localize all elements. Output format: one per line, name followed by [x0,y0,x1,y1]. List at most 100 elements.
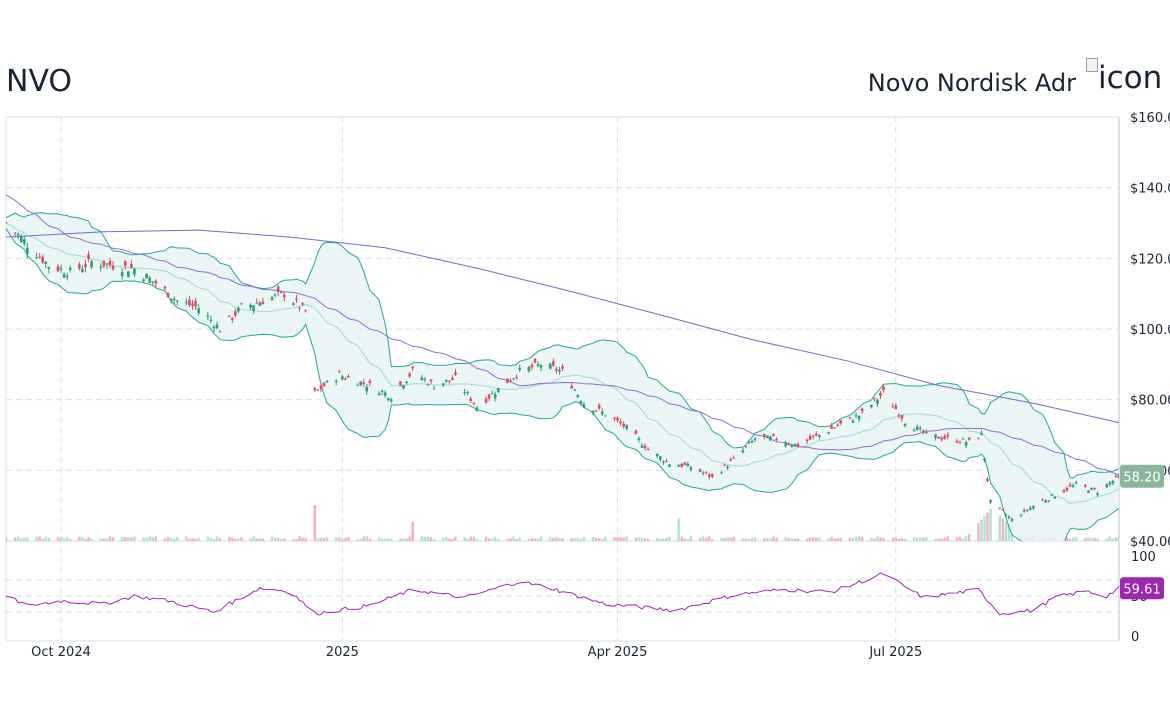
candle-body [763,433,766,438]
candle-body [429,379,433,382]
candle-body [536,363,540,366]
candle-body [35,257,38,259]
volume-bar [102,538,106,541]
candle-body [209,319,213,321]
candle-body [925,431,928,433]
logo-alt-text: icon [1098,60,1163,96]
candle-body [616,417,619,421]
volume-bar [69,538,72,541]
candle-body [643,445,647,449]
candle-body [84,263,87,268]
volume-bar [206,536,210,541]
volume-bar [237,538,240,541]
volume-bar [873,538,876,541]
rsi-tick-label: 100 [1131,550,1156,565]
price-tick-label: $120.00 [1130,252,1170,267]
candle-body [218,331,222,333]
candle-body [665,460,668,462]
candle-body [469,398,473,401]
candle-body [105,263,109,265]
candle-body [576,395,580,398]
candle-body [1105,484,1109,488]
candle-body [44,261,48,265]
candle-body [319,385,323,390]
candle-body [1087,490,1090,493]
volume-bar [561,538,564,541]
candle-body [784,442,788,447]
candle-body [298,307,301,309]
volume-bar [732,536,735,541]
volume-bar [1090,538,1093,541]
candle-body [604,415,607,417]
candle-body [515,376,518,378]
candle-body [191,303,194,306]
volume-bar [851,537,855,541]
candle-body [276,286,280,292]
candle-body [169,298,173,301]
candle-body [148,277,152,283]
volume-bar [698,538,702,541]
candle-body [295,298,298,300]
volume-bar [1096,538,1099,541]
volume-bar [1007,523,1011,541]
candle-body [215,324,219,329]
volume-bar [295,538,298,541]
candle-body [704,471,708,473]
candle-body [1044,500,1047,503]
candle-body [325,380,329,383]
volume-bar [570,538,573,541]
candle-body [766,435,769,438]
candle-body [912,430,916,432]
candle-body [619,421,622,424]
bollinger-middle-line [6,222,1119,504]
volume-bar [552,537,555,541]
volume-bar [405,538,408,541]
volume-bar [512,536,515,541]
candle-body [597,404,601,409]
volume-bar [228,536,231,541]
volume-bar [1004,521,1008,541]
volume-bar [133,536,136,541]
candle-body [316,389,320,391]
candle-body [848,416,852,418]
volume-bar [124,536,127,541]
volume-bar [249,538,252,541]
volume-bar [897,538,901,541]
candle-body [454,372,457,375]
candle-body [270,297,274,300]
volume-bar [827,538,830,541]
candle-body [475,407,479,411]
volume-bar [408,536,411,541]
volume-bar [365,536,369,541]
candle-body [38,256,41,258]
time-tick-label: Jul 2025 [868,645,922,660]
candle-body [870,404,873,408]
candle-body [720,472,723,474]
candle-body [432,388,436,390]
volume-bar [854,536,858,541]
volume-bar [270,536,274,541]
volume-bar [163,538,167,541]
volume-bar [643,538,647,541]
candle-body [637,438,641,440]
candle-body [772,433,775,436]
volume-bar [215,536,219,541]
volume-bar [986,512,989,541]
candle-body [934,434,937,438]
volume-bar [87,537,90,541]
candle-body [958,442,962,444]
volume-bar [423,536,427,541]
candle-body [463,392,466,394]
candle-body [386,398,390,401]
volume-bar [506,538,509,541]
time-tick-label: Apr 2025 [588,645,648,660]
candle-body [668,464,671,467]
candle-body [915,426,919,430]
bollinger-upper-line [6,212,1119,479]
candle-body [998,507,1002,509]
volume-bar [549,537,552,541]
candle-body [894,405,898,410]
volume-bar [231,537,234,541]
volume-bar [463,537,466,541]
